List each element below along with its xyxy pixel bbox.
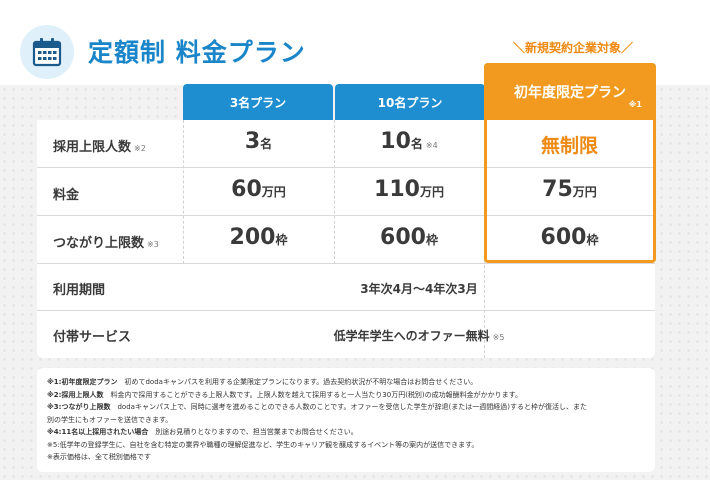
column-divider	[334, 120, 335, 264]
value: 10	[380, 129, 411, 154]
service-note: ※5	[492, 333, 505, 342]
unit: 枠	[425, 233, 438, 247]
unit: 万円	[261, 185, 286, 199]
pricing-table: 採用上限人数 ※2 3名 10名 ※4 無制限 料金 60万円 110万円 75万円…	[37, 120, 655, 358]
value: 3	[244, 129, 261, 154]
footnote-6: ※表示価格は、全て税別価格です	[47, 453, 151, 461]
row-note: ※2	[134, 144, 146, 153]
row-label-text: つながり上限数	[53, 236, 145, 251]
value: 200	[229, 225, 276, 250]
plan-header-first-year: 初年度限定プラン ※1	[484, 63, 656, 120]
footnote-body: dodaキャンパス上で、同時に選考を進めることのできる人数のことです。オファーを…	[117, 403, 588, 411]
unit: 万円	[419, 185, 444, 199]
unit: 枠	[275, 233, 288, 247]
footnote-5: ※5:低学年の登録学生に、自社を含む特定の業界や職種の理解促進など、学生のキャリ…	[47, 440, 479, 449]
value: 110	[374, 177, 420, 202]
row-label: 料金	[53, 188, 80, 203]
value: 600	[380, 225, 426, 250]
cell-price-first: 75万円	[484, 177, 655, 202]
footnotes: ※1:初年度限定プラン 初めてdodaキャンパスを利用する企業限定プランになりま…	[37, 368, 655, 472]
service-text: 低学年学生へのオファー無料	[333, 329, 490, 343]
cell-price-3: 60万円	[183, 177, 334, 202]
cell-connections-10: 600枠	[334, 225, 484, 250]
unit: 名	[260, 137, 273, 151]
unit: 枠	[586, 233, 599, 247]
footnote-head: ※3:つながり上限数	[47, 403, 111, 411]
footnote-head: ※1:初年度限定プラン	[47, 378, 118, 386]
column-divider	[183, 120, 184, 264]
plan-header-3: 3名プラン	[183, 84, 333, 120]
unit: 万円	[572, 185, 597, 199]
service-value: 低学年学生へのオファー無料 ※5	[183, 327, 655, 344]
value: 60	[231, 177, 262, 202]
row-label-text: 採用上限人数	[53, 140, 132, 155]
table-row-price: 料金 60万円 110万円 75万円	[37, 168, 655, 216]
footnote-3: ※3:つながり上限数 dodaキャンパス上で、同時に選考を進めることのできる人数…	[47, 401, 645, 414]
footnote-body: 料金内で採用することができる上限人数です。上限人数を越えて採用すると一人当たり3…	[110, 390, 522, 399]
table-row-period: 利用期間 3年次4月〜4年次3月	[37, 264, 655, 311]
new-contract-badge: ＼新規契約企業対象／	[512, 41, 633, 55]
plan-first-title: 初年度限定プラン	[514, 84, 626, 101]
cell-hires-10: 10名 ※4	[334, 129, 484, 154]
cell-price-10: 110万円	[334, 177, 484, 202]
footnote-body: 初めてdodaキャンパスを利用する企業限定プランになります。過去契約状況が不明な…	[124, 378, 478, 386]
row-note: ※3	[147, 240, 159, 249]
footnote-head: ※4:11名以上採用されたい場合	[47, 428, 149, 436]
unit: 名	[410, 137, 423, 151]
cell-connections-3: 200枠	[183, 225, 334, 250]
value: 75	[542, 177, 573, 202]
footnote-4: ※4:11名以上採用されたい場合 別途お見積りとなりますので、担当営業までお問合…	[47, 426, 645, 439]
footnote-2: ※2:採用上限人数 料金内で採用することができる上限人数です。上限人数を越えて採…	[47, 389, 645, 402]
table-row-hires: 採用上限人数 ※2 3名 10名 ※4 無制限	[37, 120, 655, 168]
table-row-connections: つながり上限数 ※3 200枠 600枠 600枠	[37, 216, 655, 264]
cell-note: ※4	[425, 141, 438, 150]
table-row-service: 付帯サービス 低学年学生へのオファー無料 ※5	[37, 311, 655, 358]
value: 600	[540, 225, 587, 250]
row-label: つながり上限数 ※3	[53, 232, 159, 251]
footnote-head: ※2:採用上限人数	[47, 390, 104, 399]
footnote-3-cont: 別の学生にもオファーを送信できます。	[47, 415, 173, 424]
plan-header-10: 10名プラン	[335, 84, 485, 120]
row-label: 付帯サービス	[53, 330, 132, 345]
calendar-badge	[20, 25, 74, 79]
page-title: 定額制 料金プラン	[88, 38, 306, 67]
footnote-body: 別途お見積りとなりますので、担当営業までお問合せください。	[155, 428, 358, 436]
calendar-icon	[32, 38, 62, 67]
plan-first-note: ※1	[628, 100, 642, 109]
cell-hires-first: 無制限	[540, 135, 598, 157]
cell-hires-3: 3名	[183, 129, 334, 154]
row-label: 利用期間	[53, 283, 106, 298]
cell-connections-first: 600枠	[484, 225, 655, 250]
period-value: 3年次4月〜4年次3月	[360, 282, 478, 296]
footnote-1: ※1:初年度限定プラン 初めてdodaキャンパスを利用する企業限定プランになりま…	[47, 376, 645, 389]
row-label: 採用上限人数 ※2	[53, 136, 146, 155]
